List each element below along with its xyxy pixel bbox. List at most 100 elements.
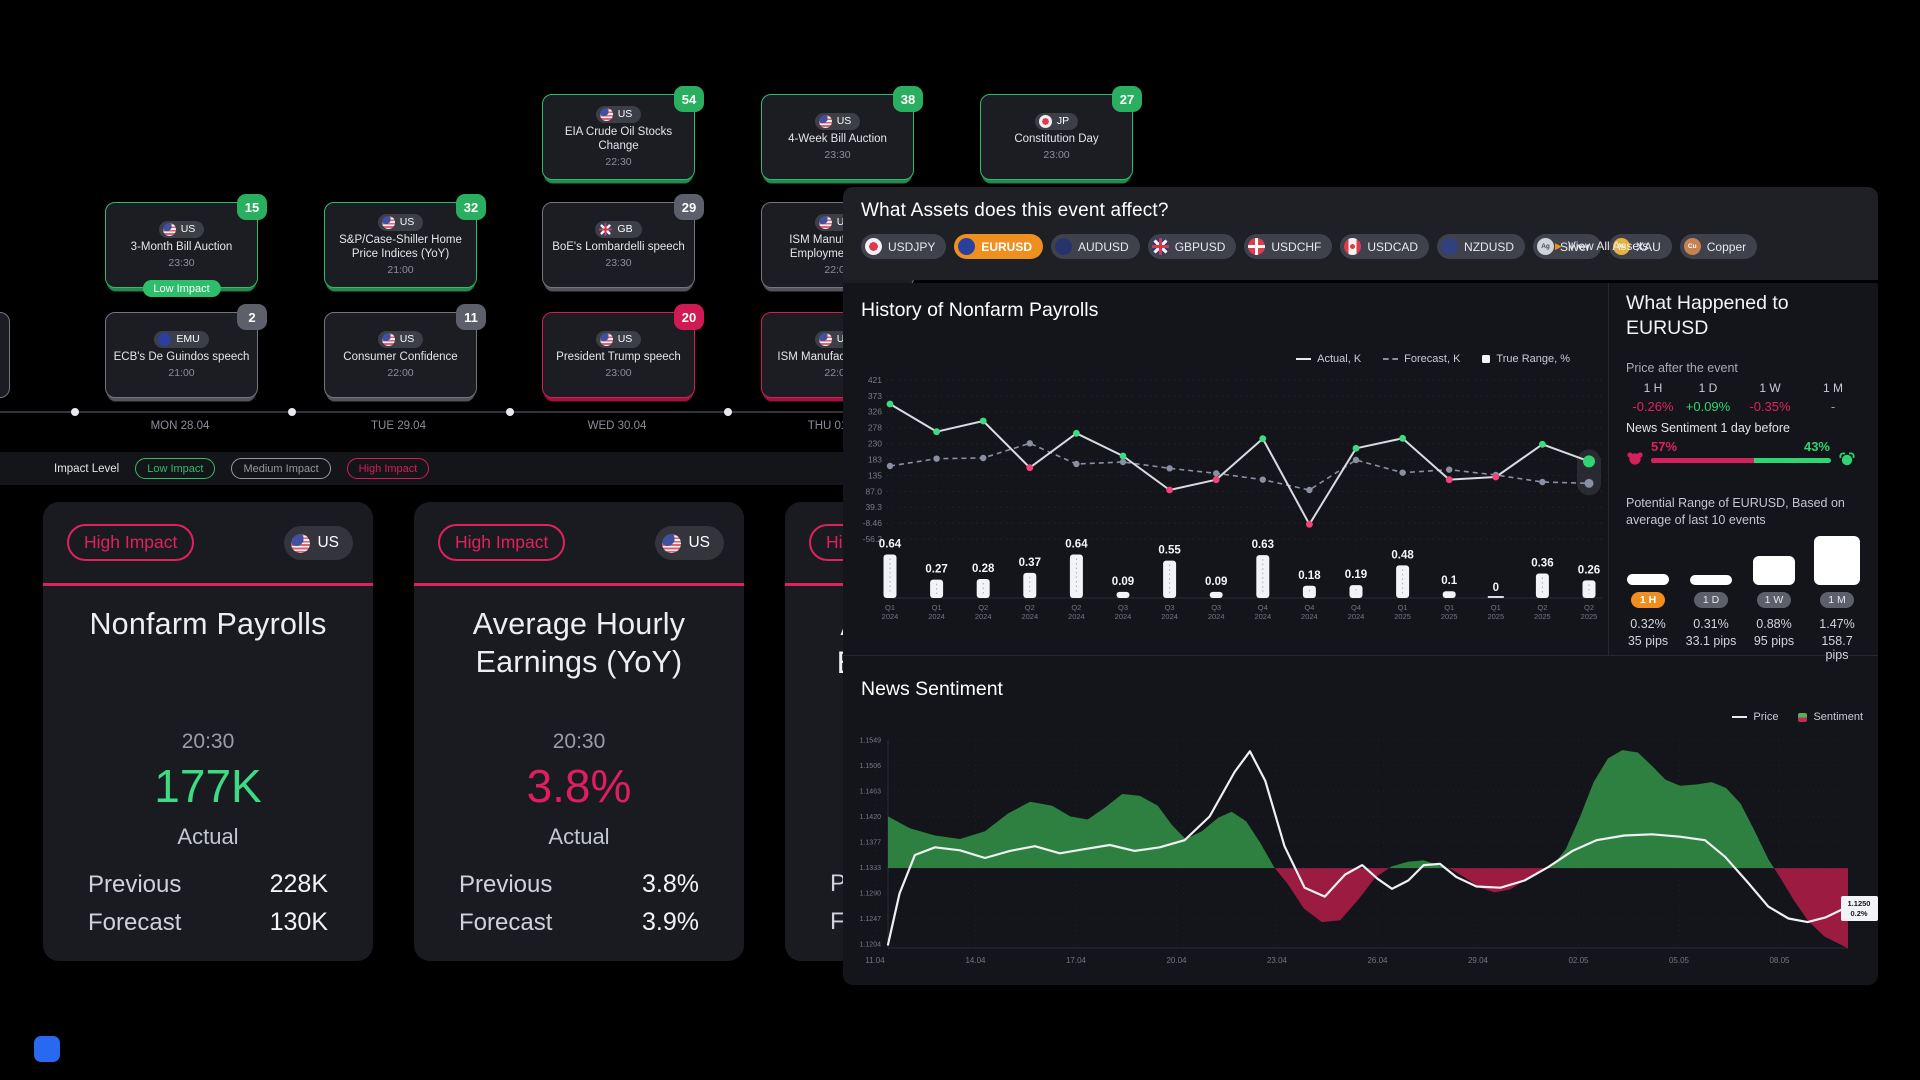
svg-text:Q1: Q1 bbox=[1398, 603, 1408, 612]
range-period-pill[interactable]: 1 H bbox=[1631, 592, 1665, 608]
stat-value: 130K bbox=[269, 908, 328, 936]
impact-filter-chip[interactable]: High Impact bbox=[346, 458, 430, 479]
range-col: 1 W 0.88% 95 pips bbox=[1748, 537, 1800, 648]
svg-text:0.48: 0.48 bbox=[1391, 549, 1414, 561]
country-chip: US bbox=[595, 330, 642, 348]
ag-flag-icon: Ag bbox=[1537, 238, 1555, 255]
country-chip: JP bbox=[1034, 112, 1079, 130]
range-period-pill[interactable]: 1 M bbox=[1820, 592, 1854, 608]
svg-text:Q2: Q2 bbox=[1025, 603, 1035, 612]
svg-text:Q1: Q1 bbox=[1444, 603, 1454, 612]
asset-chip-usdjpy[interactable]: USDJPY bbox=[861, 234, 947, 259]
range-percent: 1.47% bbox=[1819, 617, 1855, 631]
partial-event-card[interactable] bbox=[0, 312, 10, 398]
event-time: 23:30 bbox=[168, 257, 195, 270]
horizontal-divider bbox=[843, 655, 1878, 656]
news-sentiment-title: News Sentiment bbox=[861, 678, 1003, 700]
range-period-pill[interactable]: 1 W bbox=[1757, 592, 1791, 608]
range-pips: 95 pips bbox=[1753, 634, 1795, 648]
cu-flag-icon: Cu bbox=[1683, 238, 1701, 255]
stat-value: 3.8% bbox=[642, 870, 699, 898]
vertical-divider bbox=[1608, 283, 1609, 655]
svg-text:Q3: Q3 bbox=[1165, 603, 1175, 612]
svg-text:1.1506: 1.1506 bbox=[860, 763, 882, 770]
history-chart-title: History of Nonfarm Payrolls bbox=[861, 299, 1099, 321]
event-card[interactable]: US 3-Month Bill Auction 23:30 15 Low Impact bbox=[105, 194, 267, 297]
stat-label: Previous bbox=[459, 870, 553, 898]
event-card[interactable]: US Consumer Confidence 22:00 11 bbox=[324, 304, 486, 398]
bear-icon bbox=[1626, 451, 1644, 471]
asset-label: AUDUSD bbox=[1078, 239, 1129, 254]
svg-text:2025: 2025 bbox=[1487, 612, 1504, 621]
impact-filter-chip[interactable]: Medium Impact bbox=[231, 458, 331, 479]
asset-chip-copper[interactable]: Cu Copper bbox=[1679, 234, 1758, 259]
event-card[interactable]: EMU ECB's De Guindos speech 21:00 2 bbox=[105, 304, 267, 398]
svg-text:0.1: 0.1 bbox=[1441, 575, 1458, 587]
event-card[interactable]: US President Trump speech 23:00 20 bbox=[542, 304, 704, 398]
emu-flag-icon bbox=[958, 238, 976, 255]
us-flag-icon bbox=[818, 332, 832, 346]
event-score-badge: 29 bbox=[674, 194, 704, 220]
stat-value: 3.9% bbox=[642, 908, 699, 936]
country-chip: US bbox=[814, 112, 861, 130]
high-impact-pill: High Impact bbox=[438, 524, 566, 561]
asset-chip-gbpusd[interactable]: GBPUSD bbox=[1147, 234, 1237, 259]
svg-text:Q3: Q3 bbox=[1211, 603, 1221, 612]
event-time: 22:30 bbox=[605, 156, 632, 168]
event-time: 23:00 bbox=[605, 367, 632, 380]
svg-text:0.2%: 0.2% bbox=[1850, 909, 1867, 918]
impact-divider bbox=[43, 583, 373, 586]
stat-row: Forecast 3.9% bbox=[459, 908, 699, 937]
country-label: EMU bbox=[176, 332, 200, 345]
stat-value: 228K bbox=[269, 870, 328, 898]
asset-label: NZDUSD bbox=[1464, 239, 1515, 254]
event-time: 23:30 bbox=[824, 149, 851, 162]
asset-chip-nzdusd[interactable]: NZDUSD bbox=[1437, 234, 1526, 259]
impact-filter-bar: Impact Level Low Impact Medium Impact High… bbox=[0, 452, 852, 485]
featured-event-card[interactable]: High Impact US Nonfarm Payrolls 20:30 177K Ac… bbox=[43, 502, 373, 961]
range-col: 1 H 0.32% 35 pips bbox=[1622, 537, 1674, 648]
event-time: 22:00 bbox=[387, 367, 414, 380]
event-time: 23:30 bbox=[605, 257, 632, 270]
country-label: GB bbox=[617, 222, 633, 235]
svg-text:2024: 2024 bbox=[1115, 612, 1132, 621]
chat-button[interactable] bbox=[34, 1036, 60, 1062]
range-period-pill[interactable]: 1 D bbox=[1694, 592, 1728, 608]
period-label: 1 D bbox=[1698, 381, 1718, 395]
svg-text:0.26: 0.26 bbox=[1578, 564, 1600, 576]
range-percent: 0.88% bbox=[1756, 617, 1792, 631]
asset-label: EURUSD bbox=[981, 239, 1033, 254]
impact-filter-chip[interactable]: Low Impact bbox=[135, 458, 216, 479]
gb-flag-icon bbox=[1151, 238, 1169, 255]
asset-chip-silver[interactable]: Ag Silver bbox=[1533, 234, 1602, 259]
event-card[interactable]: JP Constitution Day 23:00 27 bbox=[980, 86, 1142, 180]
svg-text:17.04: 17.04 bbox=[1066, 956, 1087, 965]
asset-chip-audusd[interactable]: AUDUSD bbox=[1051, 234, 1140, 259]
view-all-assets-link[interactable]: ▶ View All Assets bbox=[1555, 239, 1648, 253]
asset-chip-usdchf[interactable]: USDCHF bbox=[1244, 234, 1333, 259]
country-chip: US bbox=[377, 214, 424, 231]
asset-chip-xau[interactable]: Au XAU bbox=[1609, 234, 1672, 259]
us-flag-icon bbox=[381, 216, 395, 229]
event-card[interactable]: US S&P/Case-Shiller Home Price Indices (Y… bbox=[324, 194, 486, 288]
event-card[interactable]: GB BoE's Lombardelli speech 23:30 29 bbox=[542, 194, 704, 288]
event-time: 21:00 bbox=[168, 367, 195, 380]
event-card[interactable]: US EIA Crude Oil Stocks Change 22:30 54 bbox=[542, 86, 704, 180]
price-after-col: 1 W -0.35% bbox=[1746, 381, 1794, 414]
asset-chip-usdcad[interactable]: USDCAD bbox=[1340, 234, 1430, 259]
legend-item: True Range, % bbox=[1482, 353, 1570, 365]
asset-chip-eurusd[interactable]: EURUSD bbox=[954, 234, 1044, 259]
featured-event-card[interactable]: High Impact US Average Hourly Earnings (YoY… bbox=[414, 502, 744, 961]
event-card[interactable]: US 4-Week Bill Auction 23:30 38 bbox=[761, 86, 923, 180]
country-label: US bbox=[617, 332, 633, 345]
event-title: Average Hourly Earnings (YoY) bbox=[472, 607, 686, 679]
svg-text:0.63: 0.63 bbox=[1252, 539, 1274, 551]
svg-text:0.18: 0.18 bbox=[1298, 570, 1321, 582]
country-label: US bbox=[317, 534, 339, 551]
svg-text:373: 373 bbox=[868, 391, 882, 401]
event-score-badge: 2 bbox=[237, 304, 267, 330]
high-impact-pill: High Impact bbox=[67, 524, 195, 561]
ca-flag-icon bbox=[1344, 238, 1362, 255]
svg-text:2024: 2024 bbox=[928, 612, 945, 621]
svg-text:0.55: 0.55 bbox=[1158, 545, 1181, 557]
